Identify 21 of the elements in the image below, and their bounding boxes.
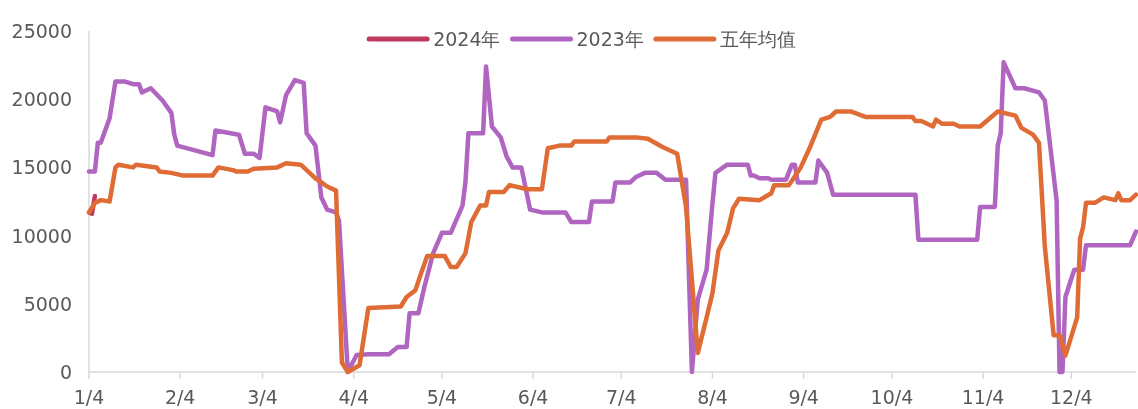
x-tick-label: 3/4: [247, 386, 278, 408]
x-tick-label: 11/4: [961, 386, 1005, 408]
legend-label: 2024年: [433, 28, 501, 50]
x-tick-label: 5/4: [426, 386, 458, 408]
x-tick-label: 2/4: [164, 386, 196, 408]
y-tick-label: 10000: [11, 224, 72, 247]
x-tick-label: 10/4: [870, 386, 914, 408]
y-tick-label: 25000: [11, 20, 72, 42]
x-tick-label: 8/4: [697, 386, 728, 408]
y-tick-label: 20000: [11, 88, 72, 111]
y-tick-label: 0: [59, 361, 72, 383]
x-tick-label: 12/4: [1049, 386, 1093, 408]
y-tick-label: 5000: [23, 292, 72, 315]
x-tick-label: 6/4: [517, 386, 549, 408]
x-tick-label: 7/4: [606, 386, 637, 408]
legend-label: 2023年: [576, 28, 644, 50]
legend-label: 五年均值: [719, 28, 796, 50]
x-tick-label: 4/4: [338, 386, 369, 408]
x-tick-label: 9/4: [788, 386, 819, 408]
x-tick-label: 1/4: [73, 386, 105, 408]
y-tick-label: 15000: [11, 156, 72, 179]
